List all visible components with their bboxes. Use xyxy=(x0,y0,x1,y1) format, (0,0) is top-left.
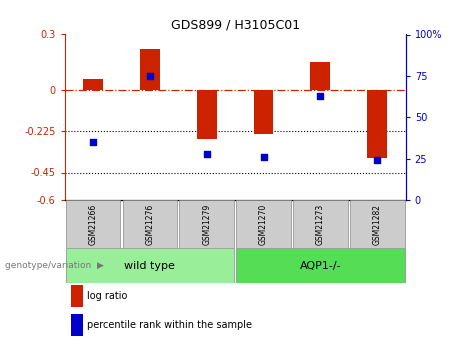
Bar xyxy=(179,200,234,248)
Bar xyxy=(293,200,348,248)
Text: log ratio: log ratio xyxy=(87,290,127,300)
Bar xyxy=(310,62,331,90)
Text: GSM21282: GSM21282 xyxy=(373,204,382,245)
Bar xyxy=(71,314,83,336)
Text: percentile rank within the sample: percentile rank within the sample xyxy=(87,319,252,329)
Text: GSM21279: GSM21279 xyxy=(202,204,211,245)
Bar xyxy=(71,285,83,307)
Bar xyxy=(83,79,103,90)
Point xyxy=(260,154,267,160)
Bar xyxy=(236,248,405,283)
Text: genotype/variation  ▶: genotype/variation ▶ xyxy=(5,261,103,270)
Text: GSM21266: GSM21266 xyxy=(89,204,97,245)
Text: GSM21270: GSM21270 xyxy=(259,204,268,245)
Title: GDS899 / H3105C01: GDS899 / H3105C01 xyxy=(171,19,300,32)
Text: GSM21273: GSM21273 xyxy=(316,204,325,245)
Bar xyxy=(254,90,273,134)
Text: wild type: wild type xyxy=(124,261,175,270)
Text: AQP1-/-: AQP1-/- xyxy=(300,261,341,270)
Bar xyxy=(65,248,234,283)
Point xyxy=(146,73,154,79)
Bar xyxy=(197,90,217,139)
Bar xyxy=(65,200,120,248)
Bar xyxy=(140,49,160,90)
Bar xyxy=(367,90,387,158)
Point xyxy=(317,93,324,99)
Bar xyxy=(236,200,291,248)
Point xyxy=(89,139,97,145)
Bar xyxy=(123,200,177,248)
Bar xyxy=(350,200,405,248)
Point xyxy=(203,151,210,157)
Point xyxy=(373,158,381,163)
Text: GSM21276: GSM21276 xyxy=(145,204,154,245)
